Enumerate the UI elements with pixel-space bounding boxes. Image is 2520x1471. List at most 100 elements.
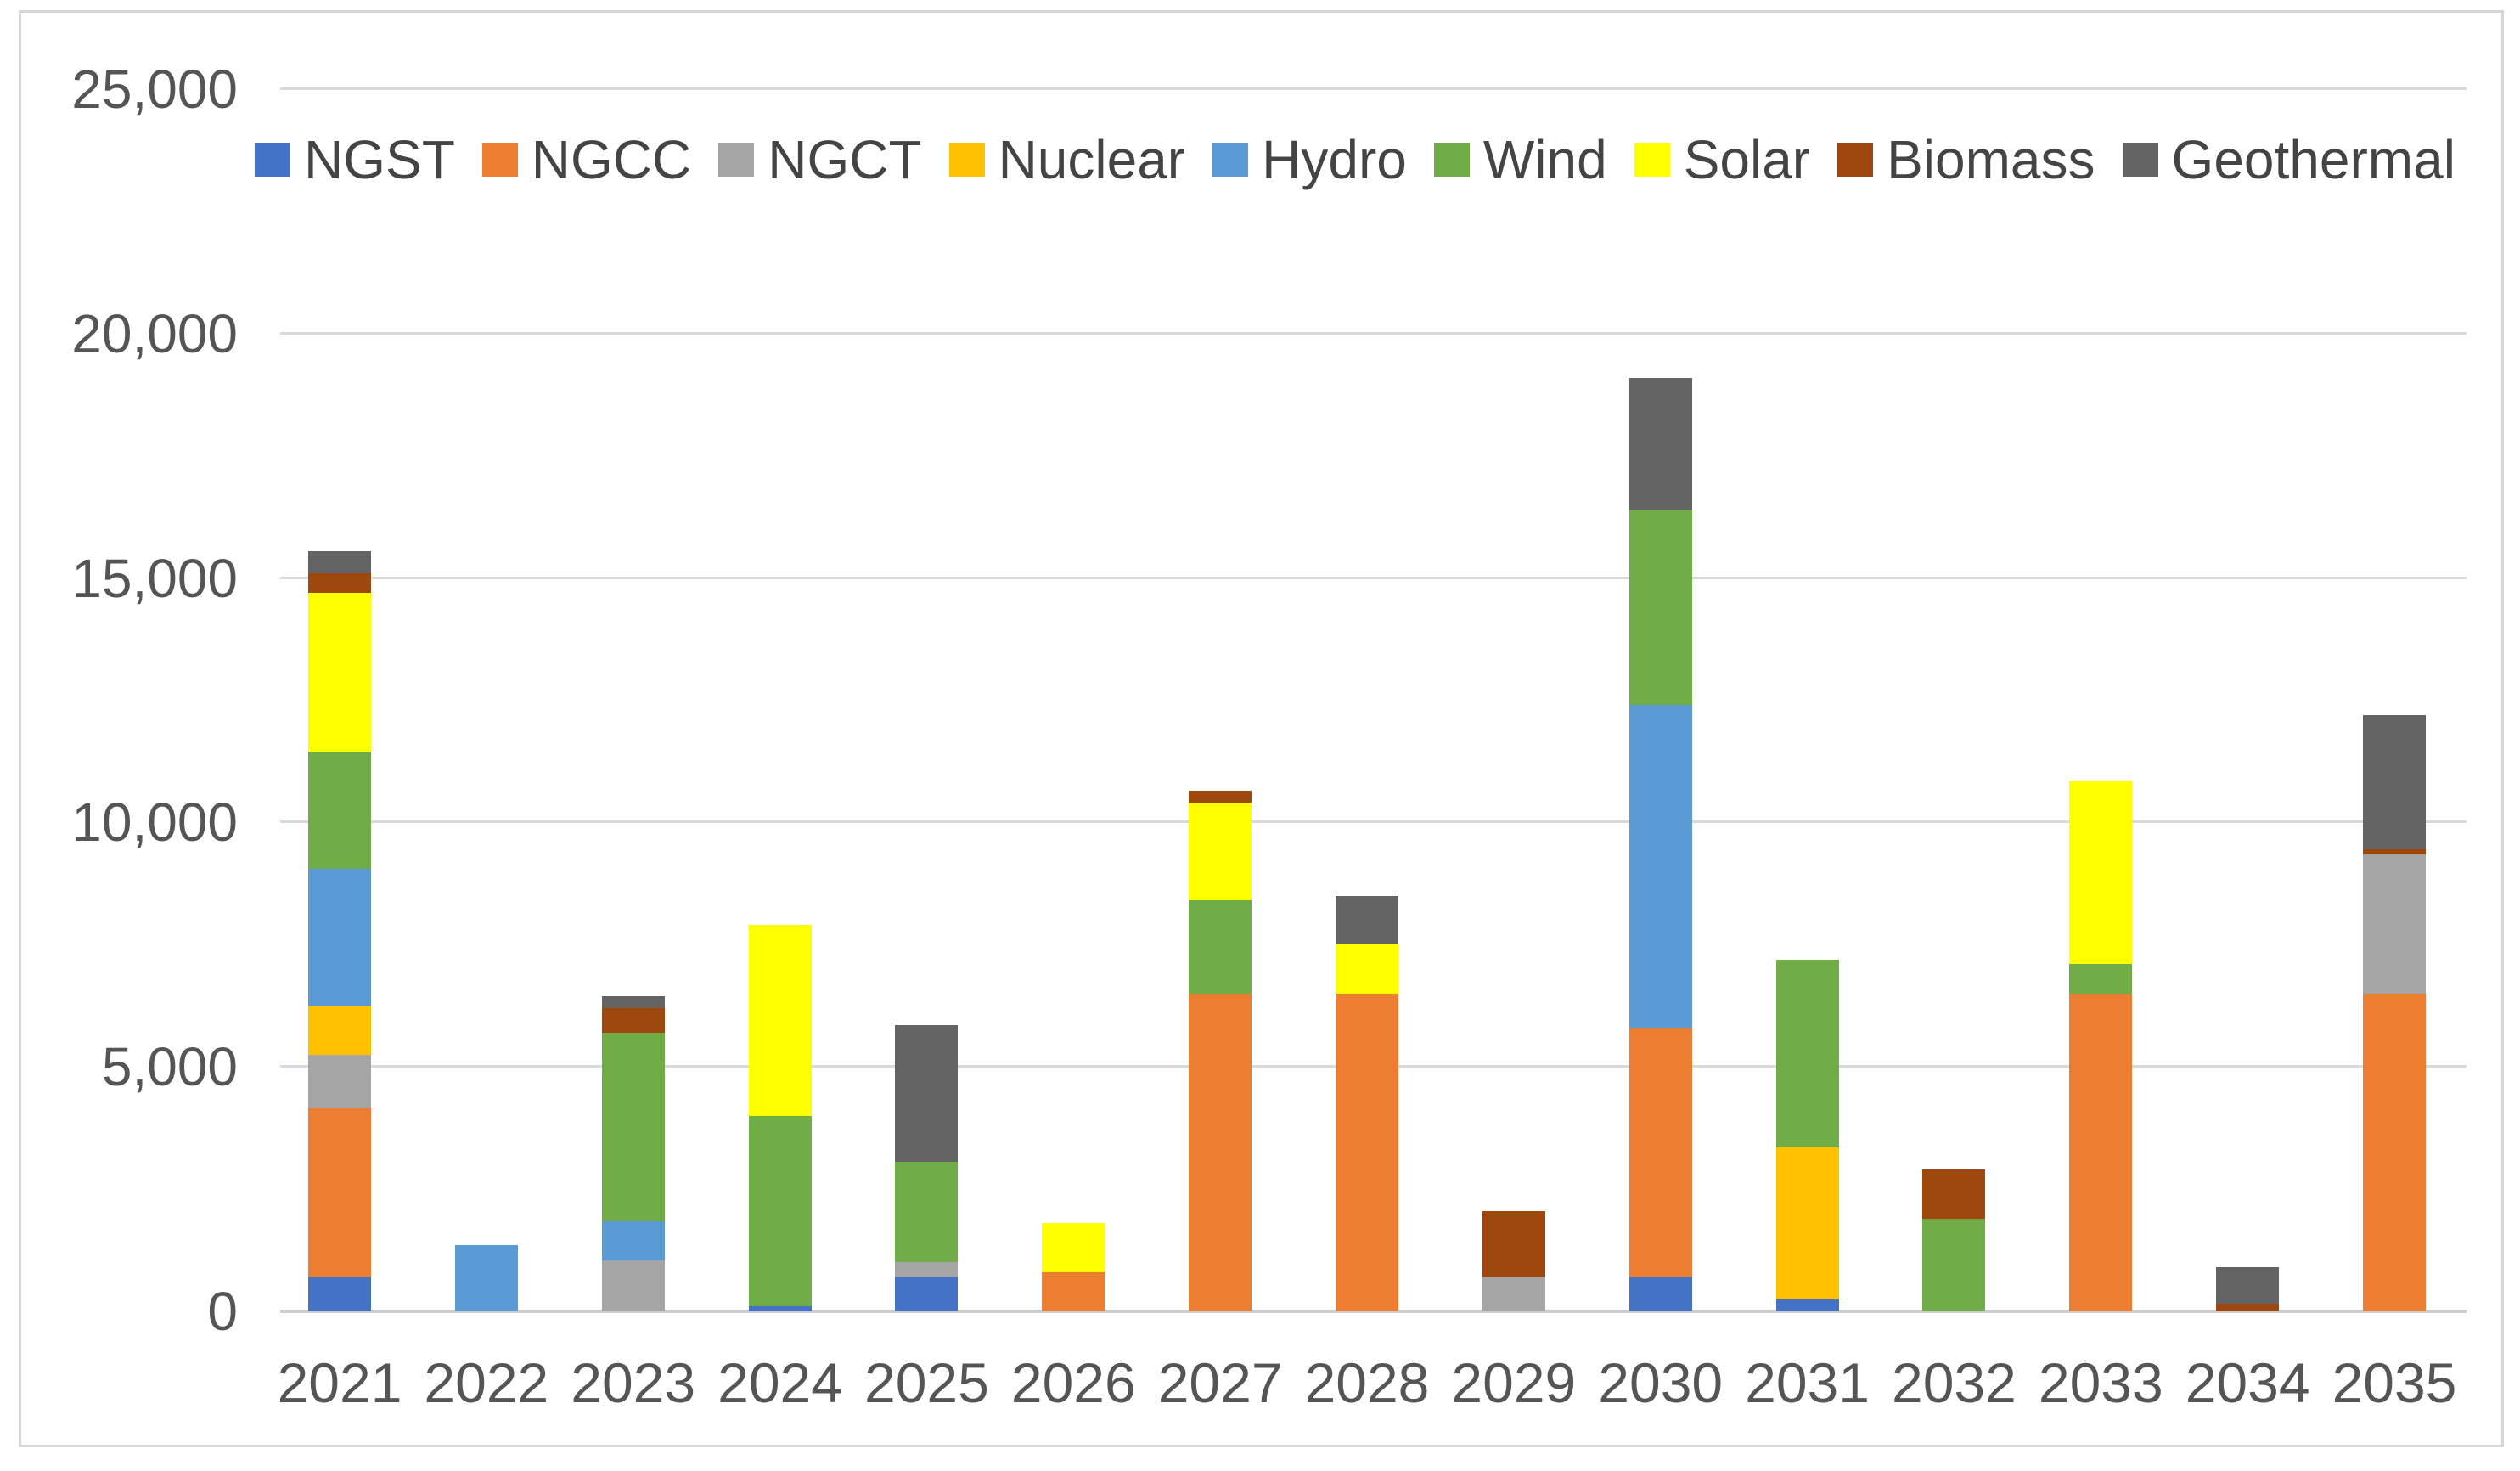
bar-segment-ngct-2029	[1482, 1277, 1545, 1311]
bar-segment-geothermal-2021	[308, 550, 371, 573]
legend-label: NGCC	[531, 129, 692, 190]
bar-segment-ngst-2024	[748, 1306, 812, 1311]
bar-segment-geothermal-2030	[1628, 377, 1692, 510]
bar-segment-ngct-2023	[601, 1260, 665, 1311]
x-axis-tick-label: 2033	[2038, 1351, 2163, 1414]
bar-segment-ngcc-2033	[2069, 993, 2133, 1311]
y-axis-tick-label: 15,000	[71, 547, 238, 609]
bar-segment-geothermal-2035	[2362, 714, 2426, 850]
bar-segment-biomass-2023	[601, 1008, 665, 1033]
x-axis-tick-label: 2026	[1010, 1351, 1136, 1414]
bar-segment-hydro-2021	[308, 869, 371, 1006]
legend-item-geothermal: Geothermal	[2122, 129, 2455, 190]
bar-segment-nuclear-2031	[1775, 1147, 1839, 1299]
legend-swatch-icon	[1212, 143, 1249, 177]
legend-swatch-icon	[948, 143, 985, 177]
legend-label: Biomass	[1887, 129, 2095, 190]
bar-segment-biomass-2027	[1189, 790, 1252, 803]
bar-segment-ngcc-2021	[308, 1108, 371, 1277]
gridline	[280, 87, 2467, 90]
bar-segment-solar-2021	[308, 592, 371, 752]
bar-segment-wind-2024	[748, 1115, 812, 1307]
legend-item-nuclear: Nuclear	[948, 129, 1186, 190]
legend-swatch-icon	[481, 143, 518, 177]
bar-segment-solar-2028	[1335, 944, 1398, 994]
bar-segment-ngct-2035	[2362, 854, 2426, 994]
bar-segment-ngst-2021	[308, 1277, 371, 1311]
bar-segment-ngcc-2035	[2362, 993, 2426, 1311]
bar-segment-hydro-2023	[601, 1220, 665, 1260]
bar-segment-solar-2024	[748, 925, 812, 1116]
bar-segment-ngcc-2027	[1189, 993, 1252, 1311]
bar-segment-solar-2033	[2069, 781, 2133, 965]
legend-item-ngct: NGCT	[718, 129, 922, 190]
x-axis-tick-label: 2023	[571, 1351, 696, 1414]
bar-segment-geothermal-2034	[2216, 1267, 2280, 1305]
bar-segment-ngst-2025	[895, 1277, 959, 1311]
legend-swatch-icon	[2122, 143, 2158, 177]
bar-segment-wind-2023	[601, 1032, 665, 1221]
bar-segment-wind-2030	[1628, 510, 1692, 706]
bar-segment-geothermal-2028	[1335, 895, 1398, 945]
y-axis-tick-label: 5,000	[101, 1036, 238, 1098]
bar-segment-wind-2021	[308, 751, 371, 870]
bar-segment-wind-2027	[1189, 900, 1252, 994]
x-axis-tick-label: 2025	[864, 1351, 989, 1414]
bar-segment-solar-2026	[1042, 1223, 1105, 1272]
legend-item-ngst: NGST	[255, 132, 455, 187]
legend-swatch-icon	[1837, 143, 1874, 177]
legend-swatch-icon	[718, 143, 755, 177]
legend-label: Solar	[1683, 129, 1811, 190]
x-axis-tick-label: 2029	[1451, 1351, 1577, 1414]
bar-segment-hydro-2022	[454, 1245, 518, 1311]
legend-label: Nuclear	[998, 129, 1186, 190]
x-axis-tick-label: 2032	[1892, 1351, 2017, 1414]
bar-segment-solar-2027	[1189, 803, 1252, 901]
bar-segment-ngcc-2030	[1628, 1028, 1692, 1277]
bar-segment-ngst-2031	[1775, 1299, 1839, 1311]
legend-swatch-icon	[1634, 143, 1670, 177]
legend-item-ngcc: NGCC	[481, 129, 692, 190]
legend-item-hydro: Hydro	[1212, 132, 1407, 187]
chart-border	[19, 10, 2504, 1447]
gridline	[280, 331, 2467, 335]
x-axis-tick-label: 2022	[424, 1351, 549, 1414]
bar-segment-wind-2033	[2069, 964, 2133, 994]
bar-segment-wind-2025	[895, 1162, 959, 1263]
legend-swatch-icon	[1433, 143, 1470, 177]
x-axis-tick-label: 2034	[2185, 1351, 2310, 1414]
y-axis-tick-label: 25,000	[71, 59, 238, 120]
legend-label: NGCT	[768, 129, 922, 190]
x-axis-line	[280, 1310, 2467, 1313]
legend: NGST NGCC NGCT Nuclear Hydro Wind Solar Biomass…	[255, 126, 2455, 194]
bar-segment-wind-2031	[1775, 959, 1839, 1148]
bar-segment-biomass-2034	[2216, 1304, 2280, 1311]
bar-segment-ngcc-2028	[1335, 993, 1398, 1311]
legend-label: Wind	[1482, 129, 1607, 190]
bar-segment-biomass-2029	[1482, 1211, 1545, 1277]
legend-item-solar: Solar	[1634, 132, 1810, 187]
x-axis-tick-label: 2021	[277, 1351, 402, 1414]
legend-label: Hydro	[1262, 129, 1407, 190]
legend-swatch-icon	[255, 143, 290, 177]
y-axis-tick-label: 10,000	[71, 792, 238, 854]
x-axis-tick-label: 2028	[1304, 1351, 1430, 1414]
bar-segment-hydro-2030	[1628, 705, 1692, 1029]
bar-segment-nuclear-2021	[308, 1006, 371, 1055]
x-axis-tick-label: 2027	[1157, 1351, 1283, 1414]
legend-item-biomass: Biomass	[1837, 132, 2095, 187]
bar-segment-geothermal-2023	[601, 995, 665, 1009]
legend-label: NGST	[304, 129, 455, 190]
bar-segment-geothermal-2025	[895, 1025, 959, 1163]
y-axis-tick-label: 20,000	[71, 302, 238, 364]
bar-segment-biomass-2021	[308, 572, 371, 593]
bar-segment-ngct-2021	[308, 1054, 371, 1109]
x-axis-tick-label: 2035	[2332, 1351, 2457, 1414]
legend-label: Geothermal	[2171, 129, 2455, 190]
y-axis-tick-label: 0	[207, 1281, 238, 1342]
gridline	[280, 820, 2467, 824]
bar-segment-ngct-2025	[895, 1262, 959, 1277]
gridline	[280, 576, 2467, 579]
x-axis-tick-label: 2024	[717, 1351, 842, 1414]
